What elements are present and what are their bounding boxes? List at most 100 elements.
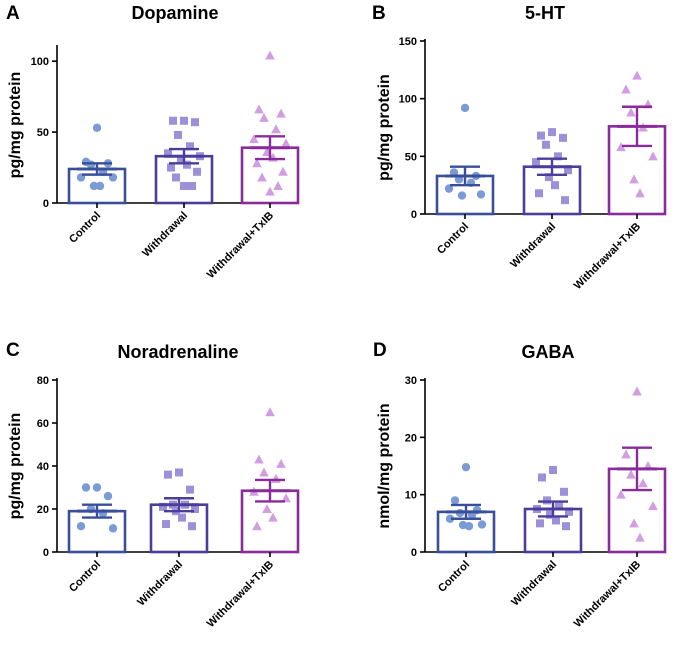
data-point <box>276 458 286 468</box>
data-point <box>476 190 486 199</box>
data-point <box>76 522 86 531</box>
x-tick-label: Withdrawal+TxIB <box>205 559 276 630</box>
data-point <box>81 483 91 492</box>
data-point <box>89 181 99 191</box>
data-point <box>265 186 275 196</box>
data-point <box>249 134 259 144</box>
data-point <box>554 152 562 161</box>
x-tick-label: Withdrawal+TxIB <box>572 559 643 630</box>
y-tick-label: 100 <box>399 94 417 106</box>
data-point <box>629 174 639 184</box>
data-point <box>191 505 199 513</box>
y-tick-label: 60 <box>37 418 49 430</box>
data-point <box>175 468 183 477</box>
y-tick-label: 30 <box>405 375 417 387</box>
data-point <box>265 407 275 417</box>
data-point <box>262 504 272 513</box>
data-point <box>545 173 553 182</box>
data-point <box>548 128 556 137</box>
data-point <box>278 166 288 176</box>
y-tick-label: 40 <box>37 461 49 473</box>
x-tick-label: Withdrawal+TxIB <box>572 221 643 292</box>
y-axis-label: pg/mg protein <box>7 72 24 179</box>
y-tick-label: 0 <box>411 547 417 559</box>
data-point <box>259 467 269 477</box>
data-point <box>108 524 118 533</box>
y-tick-label: 10 <box>405 490 417 502</box>
data-point <box>551 181 559 190</box>
x-tick-label: Control <box>67 559 103 595</box>
data-point <box>450 496 460 505</box>
data-point <box>629 518 639 528</box>
x-tick-label: Withdrawal <box>508 221 558 271</box>
data-point <box>191 118 199 127</box>
panel-letter: D <box>373 340 387 361</box>
data-point <box>457 191 467 200</box>
data-point <box>477 520 487 529</box>
data-point <box>461 462 471 472</box>
data-point <box>254 104 264 114</box>
data-point <box>183 160 191 169</box>
y-tick-label: 50 <box>37 127 49 139</box>
data-point <box>552 516 560 525</box>
data-point <box>565 507 573 516</box>
data-point <box>265 50 275 60</box>
y-tick-label: 80 <box>37 375 49 387</box>
data-point <box>193 167 201 176</box>
data-point <box>186 485 194 494</box>
data-point <box>464 522 474 531</box>
data-point <box>445 514 455 523</box>
x-tick-label: Control <box>436 559 472 595</box>
y-tick-label: 100 <box>31 56 49 68</box>
data-point <box>186 142 194 151</box>
data-point <box>626 469 636 479</box>
chart-title: Dopamine <box>131 3 218 23</box>
data-point <box>159 502 167 511</box>
chart-panel-b: B 5-HT pg/mg protein 0 50 100 150 Control Withdr… <box>372 3 667 292</box>
data-point <box>616 142 626 152</box>
y-tick-label: 20 <box>405 432 417 444</box>
chart-panel-c: C Noradrenaline pg/mg protein 0 20 40 60 80 Cont… <box>6 340 300 630</box>
data-point <box>252 158 262 168</box>
data-point <box>444 184 454 193</box>
x-tick-label: Withdrawal <box>135 559 185 609</box>
x-tick-label: Control <box>435 221 471 257</box>
data-point <box>532 158 540 167</box>
data-point <box>271 473 281 483</box>
data-point <box>172 173 180 182</box>
data-point <box>174 130 182 139</box>
y-axis-label: nmol/mg protein <box>376 403 393 528</box>
data-point <box>103 491 113 501</box>
data-point <box>188 522 196 531</box>
data-point <box>180 181 188 190</box>
y-tick-label: 50 <box>405 151 417 163</box>
chart-panel-a: A Dopamine pg/mg protein 0 50 100 Control Withd… <box>6 3 300 281</box>
data-point <box>546 510 554 519</box>
data-point <box>638 478 648 488</box>
x-tick-label: Withdrawal+TxIB <box>205 210 276 281</box>
y-tick-label: 0 <box>43 198 49 210</box>
data-point <box>535 189 543 198</box>
data-point <box>549 466 557 475</box>
y-axis-label: pg/mg protein <box>7 413 24 520</box>
data-point <box>92 123 102 133</box>
data-point <box>564 166 572 175</box>
data-point <box>273 180 283 190</box>
data-point <box>537 131 545 140</box>
data-point <box>561 196 569 205</box>
data-point <box>559 133 567 142</box>
data-point <box>164 470 172 479</box>
data-point <box>259 112 269 122</box>
data-point <box>562 522 570 531</box>
data-point <box>632 386 642 396</box>
data-point <box>254 454 264 464</box>
data-point <box>555 502 563 511</box>
data-point <box>180 116 188 125</box>
data-point <box>621 84 631 94</box>
x-tick-label: Withdrawal <box>140 210 190 260</box>
data-point <box>626 107 636 117</box>
data-point <box>538 473 546 482</box>
data-point <box>648 151 658 161</box>
data-point <box>536 519 544 528</box>
panel-letter: A <box>6 3 20 24</box>
